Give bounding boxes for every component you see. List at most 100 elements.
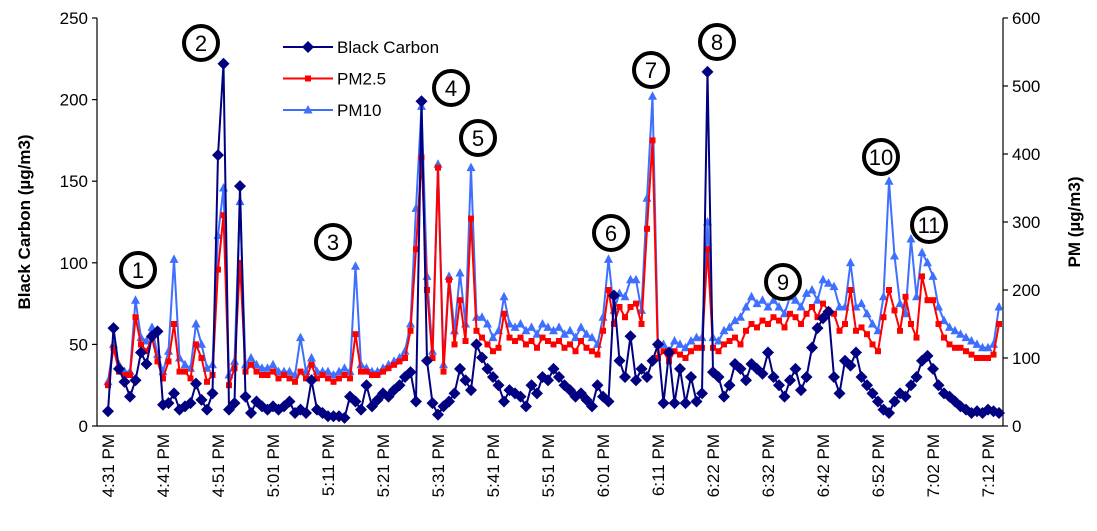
data-point [369, 372, 375, 378]
data-point [393, 379, 406, 392]
data-point [107, 322, 120, 335]
data-point [338, 411, 351, 424]
data-point [565, 325, 575, 335]
data-point [325, 375, 331, 382]
data-point [296, 332, 305, 342]
data-point [234, 180, 246, 193]
x-tick-label: 6:01 PM [594, 434, 613, 497]
data-point [490, 348, 496, 355]
data-point [193, 341, 199, 348]
data-point [487, 371, 499, 384]
data-point [644, 225, 650, 232]
data-point [862, 308, 872, 318]
data-point [329, 370, 338, 379]
data-point [594, 351, 601, 358]
annotation-circle [632, 51, 670, 89]
data-point [648, 91, 657, 100]
data-point [752, 298, 762, 308]
annotation-circle [764, 263, 802, 301]
x-tick-label: 6:52 PM [869, 434, 888, 497]
data-point [525, 379, 538, 392]
data-point [800, 371, 813, 384]
data-point [451, 341, 458, 348]
data-point [195, 393, 208, 406]
data-point [514, 390, 527, 403]
data-point [824, 278, 833, 287]
data-point [895, 298, 905, 308]
data-point [994, 302, 1004, 311]
data-point [351, 261, 360, 270]
data-point [138, 341, 144, 348]
data-point [132, 314, 139, 321]
data-point [263, 363, 272, 372]
data-point [946, 341, 953, 348]
data-point [696, 387, 708, 400]
y-tick-label: 50 [69, 335, 88, 354]
data-point [719, 325, 729, 335]
data-point [912, 291, 921, 301]
data-point [435, 164, 441, 171]
data-point [169, 254, 179, 263]
data-point [886, 287, 892, 293]
data-point [778, 390, 791, 403]
data-point [429, 355, 436, 361]
data-point [454, 362, 466, 375]
data-point [440, 368, 447, 375]
data-point [806, 341, 818, 354]
data-point [418, 154, 425, 161]
data-point [371, 393, 384, 406]
data-point [923, 257, 932, 267]
data-point [197, 339, 206, 348]
data-point [674, 362, 686, 375]
data-point [715, 348, 722, 355]
data-point [968, 351, 975, 358]
data-point [547, 362, 560, 375]
data-point [466, 162, 476, 172]
data-point [734, 362, 747, 375]
data-point [600, 327, 606, 334]
data-point [712, 371, 725, 384]
data-point [165, 358, 172, 365]
data-point [842, 321, 848, 327]
data-point [484, 341, 491, 348]
annotation-circle [862, 138, 900, 176]
data-point [605, 287, 612, 293]
y2-tick-label: 500 [1012, 77, 1040, 96]
data-point [366, 400, 378, 413]
data-point [747, 291, 756, 301]
data-point [118, 375, 131, 388]
annotation-circle [459, 119, 497, 157]
data-point [252, 359, 261, 369]
data-point [286, 375, 293, 382]
data-point [204, 378, 210, 385]
data-point [142, 336, 151, 345]
data-point [560, 329, 569, 338]
data-point [543, 322, 553, 331]
data-point [527, 322, 536, 331]
data-point [787, 310, 793, 317]
data-point [930, 297, 936, 304]
data-point [583, 344, 590, 351]
data-point [488, 332, 498, 342]
data-point [899, 390, 912, 403]
data-point [853, 327, 859, 334]
data-point [459, 374, 472, 387]
data-point [817, 312, 829, 325]
data-point [990, 351, 997, 358]
data-point [686, 336, 696, 345]
y2-tick-label: 0 [1012, 417, 1021, 436]
data-point [913, 334, 920, 341]
data-point [323, 366, 333, 376]
data-point [589, 348, 595, 355]
data-point [129, 374, 142, 387]
y2-tick-label: 200 [1012, 281, 1040, 300]
y-tick-label: 150 [60, 172, 88, 191]
data-point [660, 348, 667, 355]
annotation-circle [119, 251, 157, 289]
data-point [993, 406, 1005, 419]
data-point [448, 387, 461, 400]
data-point [828, 371, 840, 384]
x-tick-label: 5:51 PM [539, 434, 558, 497]
data-point [446, 276, 452, 283]
data-point [688, 348, 694, 355]
